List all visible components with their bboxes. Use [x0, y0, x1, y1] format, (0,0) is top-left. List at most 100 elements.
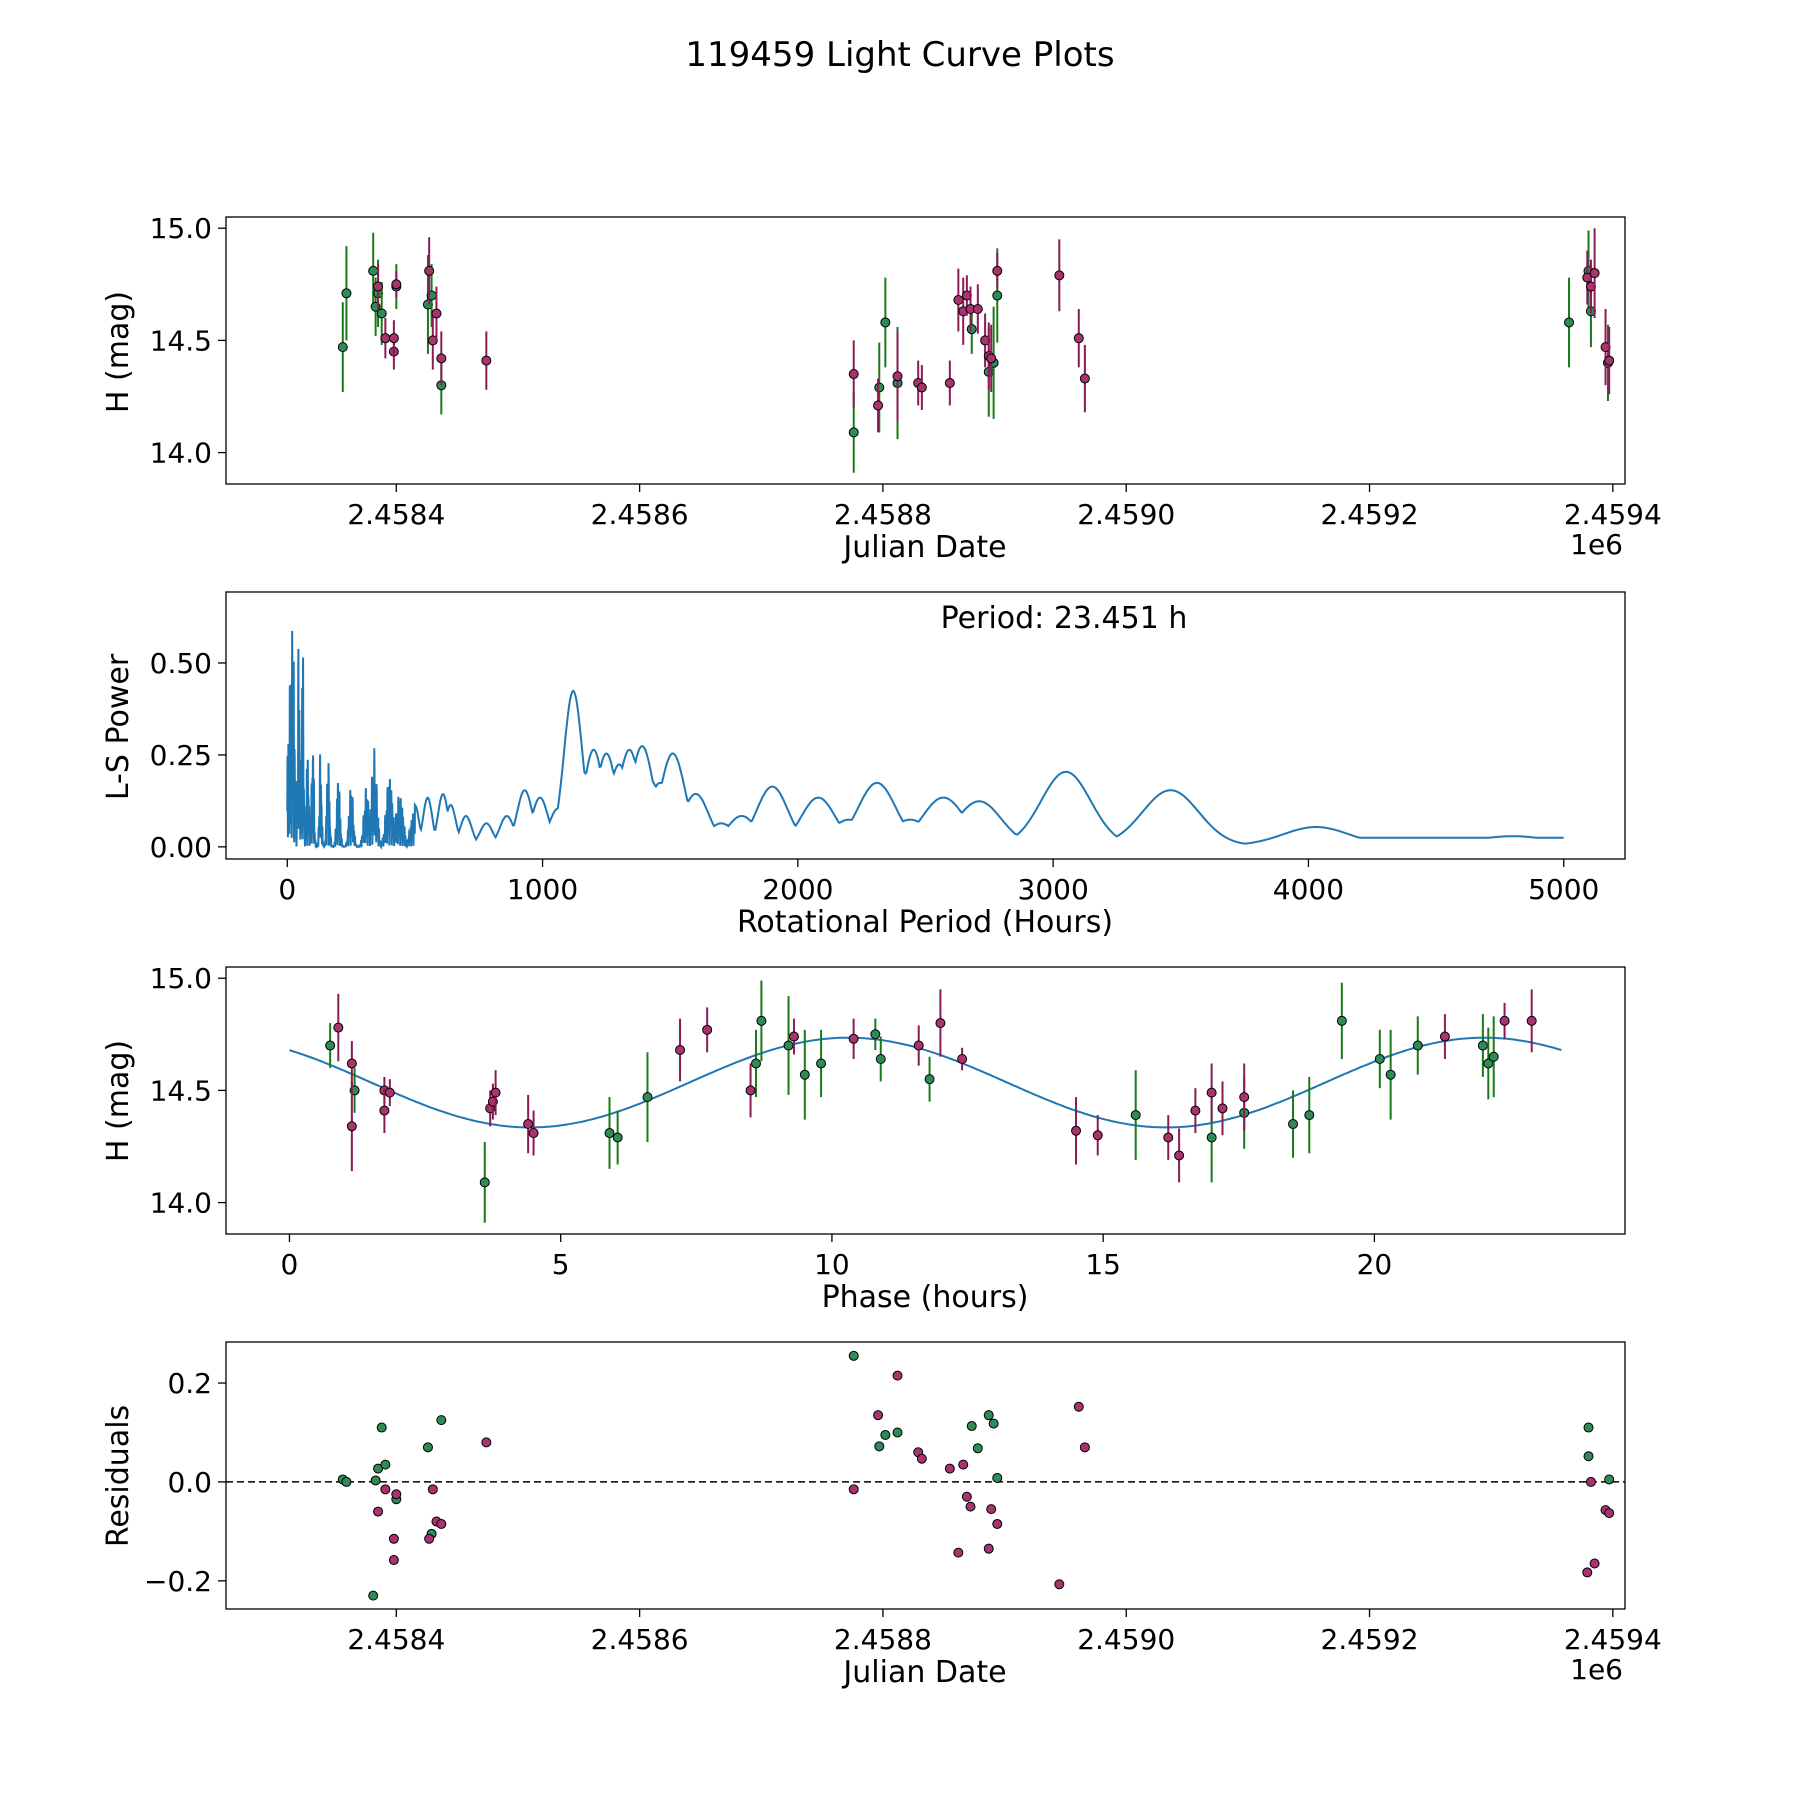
residuals-xtick-label: 2.4584: [347, 1623, 445, 1656]
phase-point-magenta: [848, 1033, 859, 1044]
residuals-point-green: [370, 1475, 381, 1486]
periodogram-panel: Rotational Period (Hours) L-S Power Peri…: [101, 591, 1626, 940]
lightcurve-point-magenta: [972, 303, 983, 314]
residuals-ytick-label: 0.2: [167, 1367, 212, 1400]
periodogram-xtick-label: 2000: [762, 873, 833, 906]
lightcurve-point-magenta: [986, 353, 997, 364]
residuals-xtick-label: 2.4594: [1564, 1623, 1662, 1656]
residuals-point-magenta: [892, 1370, 903, 1381]
residuals-point-green: [972, 1443, 983, 1454]
phase-point-green: [1385, 1069, 1396, 1080]
periodogram-line: [286, 630, 1564, 850]
residuals-point-green: [422, 1442, 433, 1453]
lightcurve-point-magenta: [1079, 373, 1090, 384]
residuals-point-magenta: [388, 1555, 399, 1566]
lightcurve-offset-label: 1e6: [1570, 528, 1623, 561]
lightcurve-ylabel: H (mag): [101, 291, 136, 413]
phase-ytick-label: 15.0: [150, 962, 212, 995]
residuals-point-green: [992, 1472, 1003, 1483]
phase-point-magenta: [1526, 1015, 1537, 1026]
lightcurve-point-magenta: [1054, 270, 1065, 281]
lightcurve-point-magenta: [873, 400, 884, 411]
residuals-point-magenta: [436, 1518, 447, 1529]
phase-panel: Phase (hours) H (mag) 0 5 10 15 20 14.0 14.5 15…: [101, 962, 1626, 1315]
phase-point-magenta: [788, 1031, 799, 1042]
residuals-point-magenta: [1073, 1401, 1084, 1412]
phase-point-green: [1130, 1110, 1141, 1121]
lightcurve-ytick-label: 15.0: [150, 212, 212, 245]
phase-point-green: [612, 1132, 623, 1143]
phase-ytick-label: 14.5: [150, 1074, 212, 1107]
lightcurve-xtick-label: 2.4588: [834, 498, 932, 531]
lightcurve-point-magenta: [944, 378, 955, 389]
phase-point-magenta: [1499, 1015, 1510, 1026]
residuals-ylabel: Residuals: [101, 1405, 136, 1547]
residuals-ytick-label: −0.2: [144, 1565, 212, 1598]
residuals-point-magenta: [1079, 1442, 1090, 1453]
lightcurve-xtick-label: 2.4594: [1564, 498, 1662, 531]
residuals-point-green: [341, 1476, 352, 1487]
phase-point-magenta: [1239, 1092, 1250, 1103]
residuals-point-magenta: [388, 1533, 399, 1544]
periodogram-xlabel: Rotational Period (Hours): [737, 905, 1113, 940]
phase-xtick-label: 15: [1085, 1248, 1121, 1281]
phase-axes-frame: [225, 966, 1626, 1235]
phase-point-green: [875, 1053, 886, 1064]
phase-point-green: [1477, 1040, 1488, 1051]
lightcurve-point-magenta: [373, 281, 384, 292]
residuals-point-magenta: [848, 1484, 859, 1495]
lightcurve-point-green: [880, 317, 891, 328]
phase-point-magenta: [702, 1024, 713, 1035]
residuals-point-magenta: [986, 1504, 997, 1515]
residuals-point-green: [1583, 1422, 1594, 1433]
periodogram-ytick-label: 0.50: [150, 647, 212, 680]
residuals-point-magenta: [916, 1453, 927, 1464]
lightcurve-axes-frame: [225, 216, 1626, 485]
phase-point-green: [799, 1069, 810, 1080]
phase-xtick-label: 5: [552, 1248, 570, 1281]
residuals-point-magenta: [965, 1501, 976, 1512]
phase-point-magenta: [1206, 1087, 1217, 1098]
phase-point-green: [783, 1040, 794, 1051]
phase-point-magenta: [490, 1087, 501, 1098]
phase-point-magenta: [346, 1121, 357, 1132]
periodogram-xtick-label: 1000: [507, 873, 578, 906]
phase-xtick-label: 20: [1357, 1248, 1393, 1281]
phase-ylabel: H (mag): [101, 1040, 136, 1162]
phase-point-magenta: [745, 1085, 756, 1096]
lightcurve-point-green: [1564, 317, 1575, 328]
phase-xtick-label: 0: [281, 1248, 299, 1281]
phase-xtick-label: 10: [814, 1248, 850, 1281]
lightcurve-xlabel: Julian Date: [841, 530, 1006, 565]
residuals-point-magenta: [380, 1484, 391, 1495]
residuals-panel: Julian Date Residuals 1e6 2.4584 2.4586 2.…: [101, 1341, 1662, 1690]
residuals-point-magenta: [391, 1489, 402, 1500]
residuals-point-magenta: [1585, 1476, 1596, 1487]
residuals-point-magenta: [953, 1547, 964, 1558]
lightcurve-point-magenta: [380, 333, 391, 344]
lightcurve-point-green: [848, 427, 859, 438]
residuals-point-magenta: [992, 1518, 1003, 1529]
periodogram-axes-frame: [225, 591, 1626, 860]
residuals-point-magenta: [1589, 1558, 1600, 1569]
phase-point-green: [756, 1015, 767, 1026]
phase-point-magenta: [1071, 1125, 1082, 1136]
residuals-ytick-label: 0.0: [167, 1466, 212, 1499]
periodogram-ytick-label: 0.25: [150, 739, 212, 772]
phase-point-green: [325, 1040, 336, 1051]
lightcurve-point-green: [874, 382, 885, 393]
residuals-point-magenta: [481, 1437, 492, 1448]
phase-point-magenta: [384, 1087, 395, 1098]
residuals-xtick-label: 2.4592: [1321, 1623, 1419, 1656]
periodogram-ylabel: L-S Power: [101, 653, 136, 800]
residuals-point-green: [880, 1429, 891, 1440]
lightcurve-point-magenta: [391, 279, 402, 290]
phase-point-green: [750, 1058, 761, 1069]
residuals-point-magenta: [961, 1491, 972, 1502]
residuals-point-green: [376, 1422, 387, 1433]
residuals-offset-label: 1e6: [1570, 1653, 1623, 1686]
residuals-point-green: [983, 1410, 994, 1421]
residuals-point-green: [966, 1421, 977, 1432]
phase-point-magenta: [1190, 1105, 1201, 1116]
